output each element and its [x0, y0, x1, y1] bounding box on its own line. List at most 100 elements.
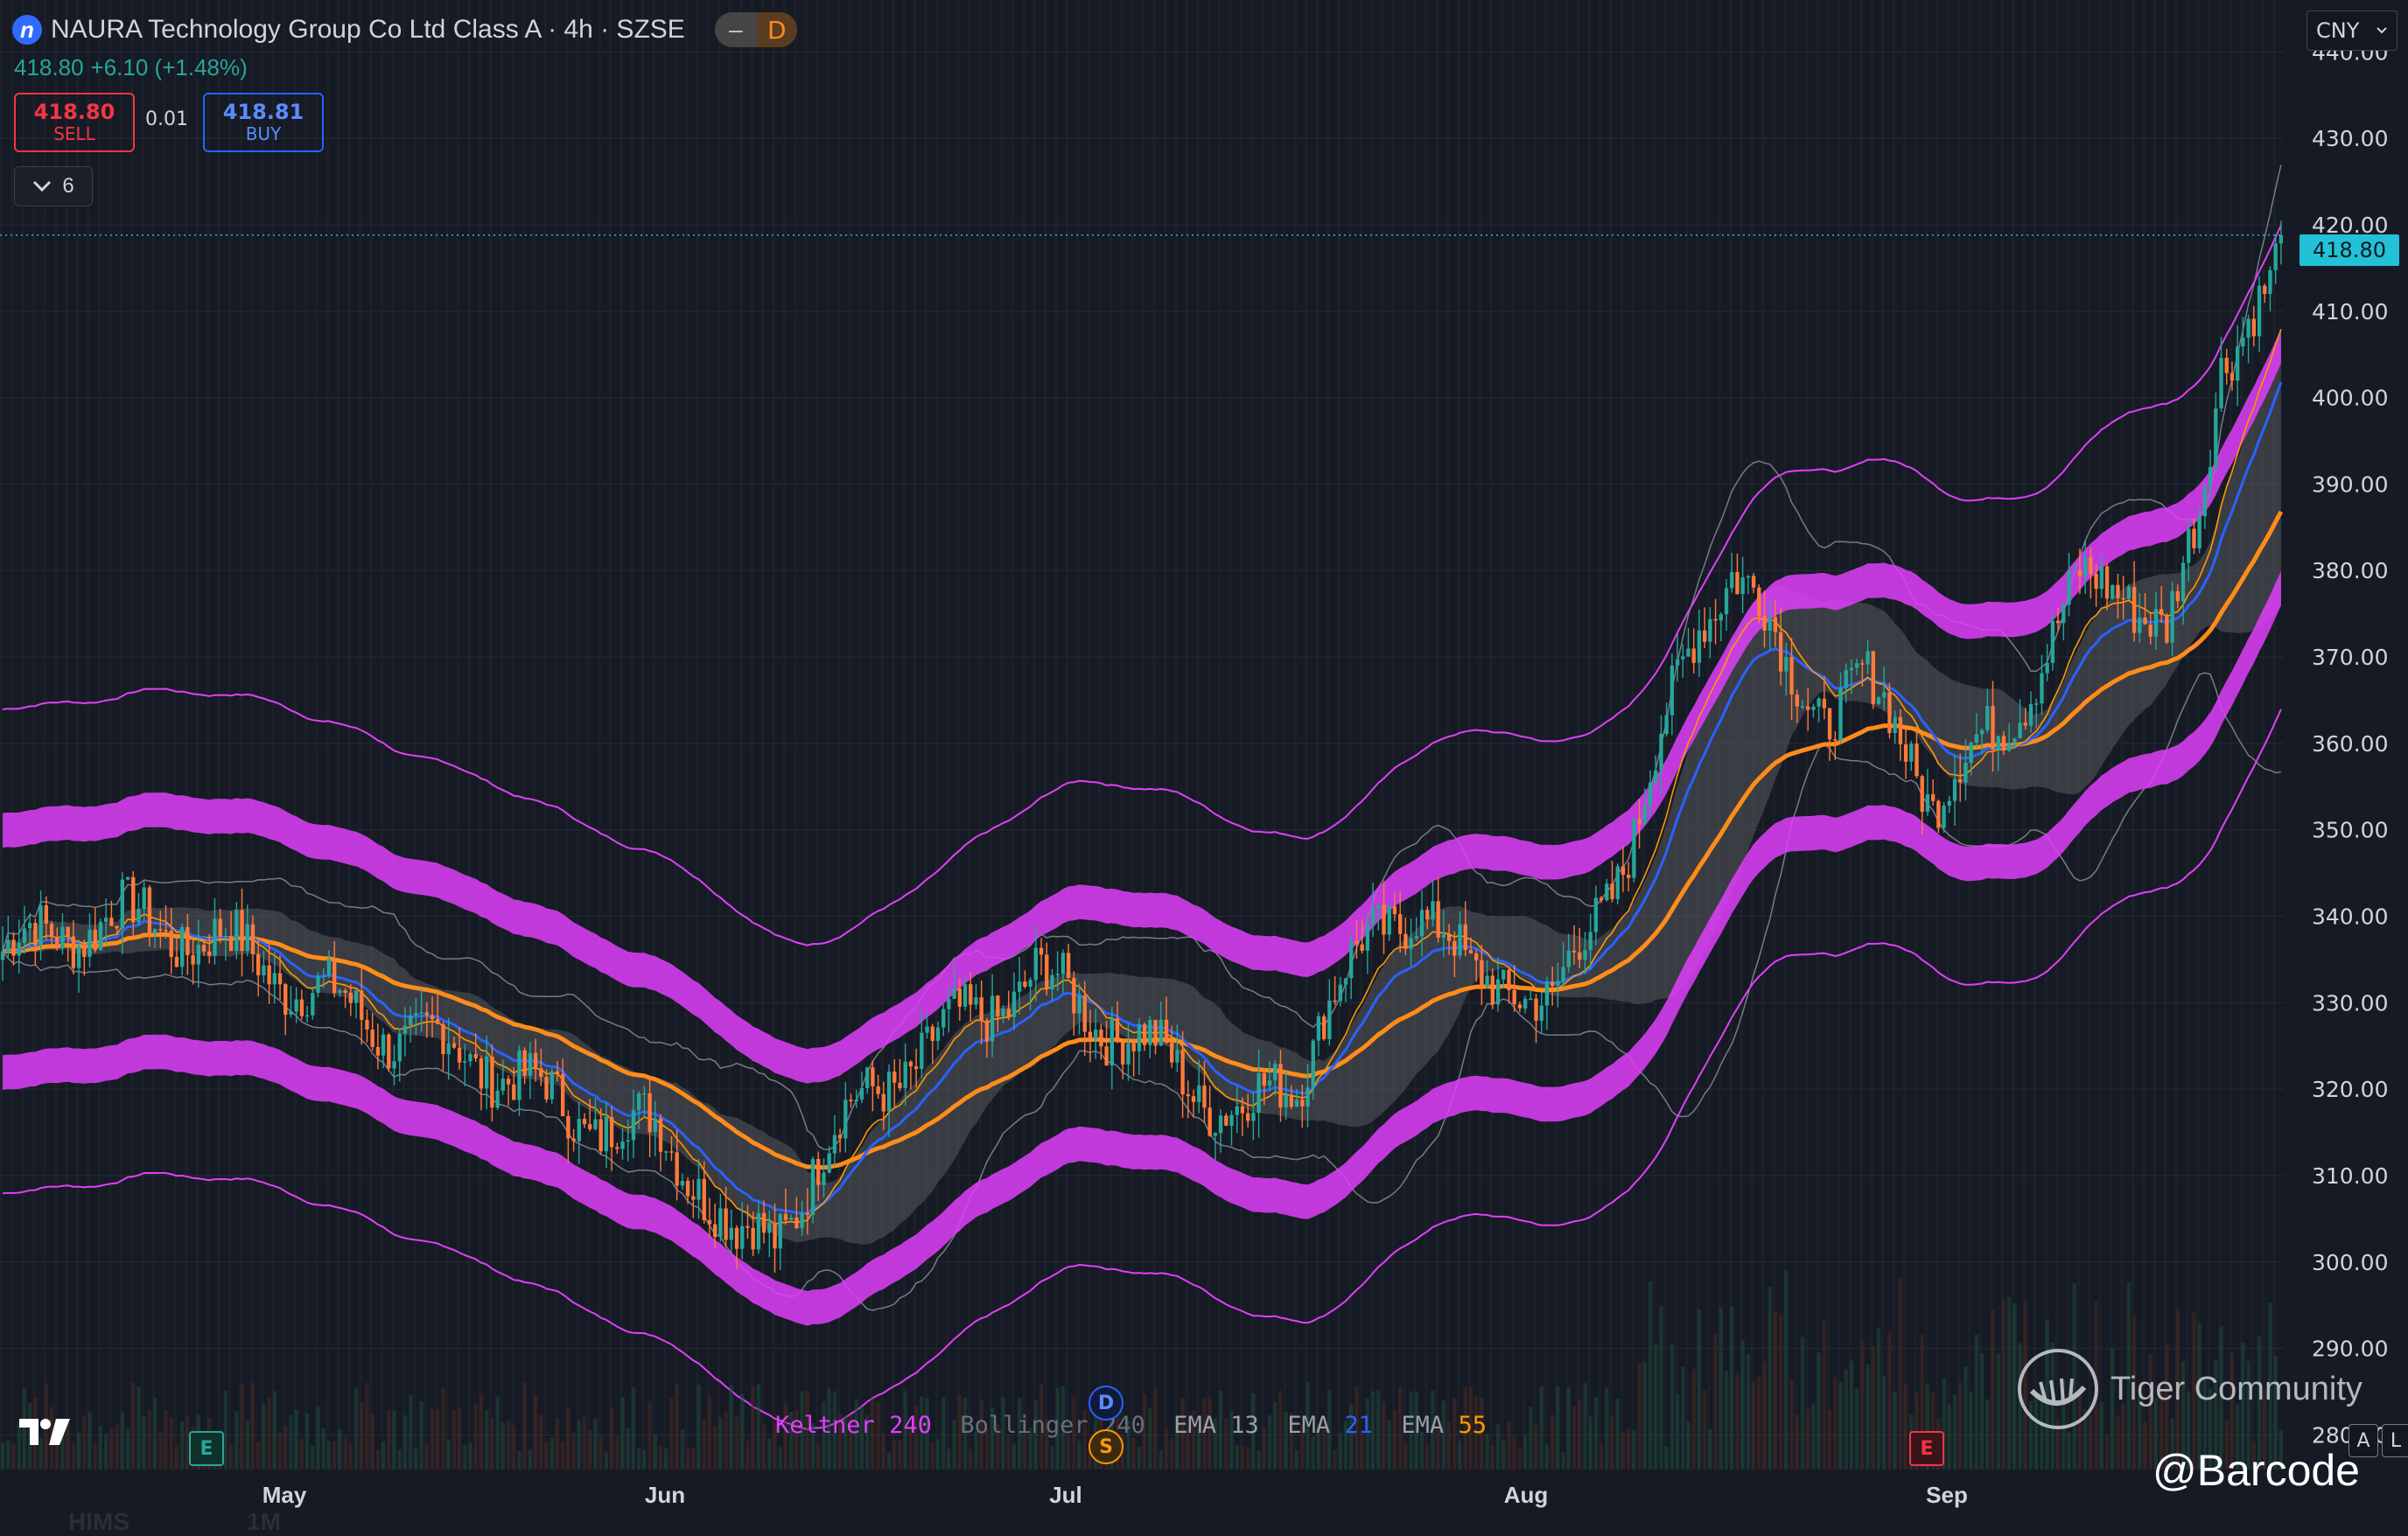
volume-bar — [1866, 1364, 1870, 1470]
volume-bar — [2138, 1395, 2142, 1470]
legend-keltner-name[interactable]: Keltner — [775, 1412, 875, 1439]
candle — [1974, 713, 1979, 748]
indicator-legend[interactable]: Keltner 240 Bollinger 240 EMA 13 EMA 21 … — [775, 1412, 1487, 1439]
volume-bar — [626, 1428, 630, 1470]
volume-bar — [1979, 1353, 1984, 1470]
legend-ema13-name[interactable]: EMA — [1173, 1412, 1217, 1439]
candle — [1620, 846, 1626, 892]
volume-bar — [822, 1400, 826, 1470]
volume-bar — [1588, 1416, 1592, 1470]
candle-body — [1615, 866, 1620, 899]
bg-stripe — [652, 0, 655, 1470]
auto-scale-button[interactable]: A — [2348, 1424, 2378, 1457]
volume-bar — [1273, 1401, 1278, 1470]
candle-body — [2104, 566, 2110, 599]
bg-stripe — [1903, 0, 1907, 1470]
currency-select[interactable]: CNY — [2306, 10, 2398, 51]
candle — [1414, 917, 1418, 942]
volume-bar — [2224, 1420, 2229, 1470]
candle-body — [71, 936, 76, 968]
candle — [2089, 548, 2093, 599]
candle — [794, 1197, 799, 1229]
volume-bar — [2170, 1418, 2174, 1470]
candle-body — [849, 1100, 853, 1101]
volume-bar — [495, 1396, 500, 1470]
earnings-marker[interactable]: E — [189, 1431, 224, 1466]
candle — [245, 904, 249, 957]
candle — [1648, 770, 1653, 816]
chevron-down-icon — [33, 180, 52, 192]
volume-bar — [2192, 1312, 2196, 1470]
volume-bar — [1463, 1386, 1467, 1470]
candle — [696, 1158, 701, 1219]
dividend-marker[interactable]: D — [1088, 1386, 1124, 1421]
candle-body — [1398, 914, 1403, 934]
visibility-toggle[interactable]: – D — [714, 12, 797, 47]
candle — [2214, 392, 2218, 474]
y-tick-label: 320.00 — [2312, 1077, 2388, 1102]
sell-price: 418.80 — [33, 100, 116, 124]
candle — [1909, 740, 1914, 771]
candle — [615, 1142, 620, 1155]
volume-bar — [1784, 1270, 1788, 1470]
log-scale-button[interactable]: L — [2382, 1424, 2408, 1457]
sell-button[interactable]: 418.80 SELL — [14, 93, 135, 152]
volume-bar — [935, 1439, 941, 1470]
legend-ema21-name[interactable]: EMA — [1287, 1412, 1331, 1439]
candle-body — [1463, 924, 1467, 951]
volume-bar — [93, 1442, 97, 1470]
delay-badge[interactable]: D — [756, 12, 797, 47]
candle — [1294, 1088, 1299, 1107]
candle-body — [761, 1212, 766, 1233]
split-marker[interactable]: S — [1088, 1429, 1124, 1464]
volume-bar — [685, 1449, 690, 1470]
last-price: 418.80 — [14, 54, 84, 80]
volume-bar — [794, 1409, 799, 1470]
candle — [1838, 672, 1843, 744]
indicators-collapse-button[interactable]: 6 — [14, 166, 93, 206]
candle — [370, 1013, 374, 1051]
candle — [2083, 541, 2088, 594]
candle-body — [245, 924, 249, 952]
volume-bar — [1675, 1393, 1680, 1470]
volume-bar — [1251, 1393, 1256, 1470]
candle-body — [702, 1178, 706, 1220]
bg-stripe — [228, 0, 232, 1470]
bg-stripe — [1381, 0, 1384, 1470]
y-tick-label: 390.00 — [2312, 471, 2388, 497]
bg-stripe — [565, 0, 569, 1470]
volume-bar — [1055, 1388, 1060, 1470]
candle — [463, 1044, 467, 1086]
candle-body — [1806, 706, 1810, 710]
tradingview-logo-icon[interactable] — [18, 1414, 74, 1449]
minimize-icon[interactable]: – — [714, 12, 757, 47]
bollinger-inner-band — [3, 330, 2281, 1245]
volume-bar — [2126, 1282, 2132, 1470]
volume-bar — [1077, 1441, 1082, 1470]
legend-ema55-name[interactable]: EMA — [1401, 1412, 1445, 1439]
bg-stripe — [206, 0, 210, 1470]
candle — [539, 1048, 543, 1086]
buy-button[interactable]: 418.81 BUY — [203, 93, 324, 152]
candle — [979, 981, 984, 1045]
volume-bar — [1512, 1436, 1516, 1470]
volume-bar — [593, 1419, 598, 1470]
candle — [1289, 1085, 1294, 1109]
candle — [2236, 325, 2240, 407]
candle-body — [1838, 688, 1843, 741]
candle — [2077, 548, 2082, 595]
symbol-title[interactable]: NAURA Technology Group Co Ltd Class A · … — [51, 15, 685, 44]
candle-body — [2089, 556, 2093, 574]
candle-body — [1110, 1018, 1114, 1066]
candle — [1610, 861, 1614, 903]
earnings-marker[interactable]: E — [1909, 1431, 1944, 1466]
candle-body — [1588, 932, 1592, 951]
candle — [734, 1225, 739, 1269]
volume-bar — [1495, 1423, 1501, 1470]
candle — [1023, 970, 1027, 989]
candle-body — [1045, 954, 1049, 990]
legend-bollinger-name[interactable]: Bollinger — [960, 1412, 1088, 1439]
bg-stripe — [1533, 0, 1536, 1470]
candle — [1751, 573, 1756, 594]
